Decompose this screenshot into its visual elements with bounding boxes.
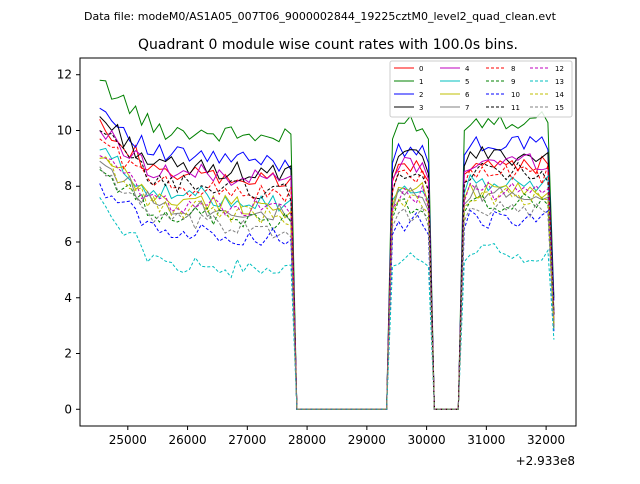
y-tick-label-4: 8: [64, 179, 72, 193]
series-line-14: [99, 156, 555, 410]
legend-label-7: 7: [465, 104, 469, 112]
series-line-7: [99, 160, 555, 410]
series-line-3: [99, 116, 555, 410]
x-tick-label-2: 27000: [228, 433, 266, 447]
plot-area: [80, 58, 576, 426]
legend-label-0: 0: [419, 65, 423, 73]
legend-label-1: 1: [419, 78, 423, 86]
x-tick-label-4: 29000: [348, 433, 386, 447]
series-line-9: [99, 169, 555, 410]
legend-label-6: 6: [465, 91, 470, 99]
legend-label-15: 15: [555, 104, 564, 112]
chart-title: Quadrant 0 module wise count rates with …: [138, 37, 518, 53]
y-tick-label-6: 12: [57, 68, 72, 82]
legend-label-9: 9: [511, 78, 515, 86]
x-tick-label-5: 30000: [408, 433, 446, 447]
legend-label-12: 12: [555, 65, 564, 73]
legend-label-11: 11: [511, 104, 520, 112]
legend-label-10: 10: [511, 91, 520, 99]
series-line-4: [99, 129, 555, 410]
series-line-10: [99, 183, 555, 410]
series-line-12: [99, 155, 555, 410]
series-line-13: [99, 197, 555, 410]
y-tick-label-1: 2: [64, 347, 72, 361]
y-tick-label-0: 0: [64, 402, 72, 416]
series-layer: [99, 79, 555, 410]
x-tick-label-3: 28000: [288, 433, 326, 447]
figure-suptitle: Data file: modeM0/AS1A05_007T06_90000028…: [84, 10, 557, 23]
x-tick-label-1: 26000: [168, 433, 206, 447]
x-tick-label-7: 32000: [527, 433, 565, 447]
legend-label-8: 8: [511, 65, 515, 73]
x-tick-label-6: 31000: [467, 433, 505, 447]
axis-ticks: 25000 26000 27000 28000 29000 30000 31000 32000…: [57, 68, 565, 447]
legend-label-14: 14: [555, 91, 564, 99]
x-tick-label-0: 25000: [109, 433, 147, 447]
y-tick-label-5: 10: [57, 123, 72, 137]
series-line-6: [99, 157, 555, 410]
series-line-1: [99, 79, 555, 410]
legend-label-5: 5: [465, 78, 469, 86]
legend-label-13: 13: [555, 78, 564, 86]
legend-label-4: 4: [465, 65, 470, 73]
plot-frame: [79, 57, 577, 427]
series-line-8: [99, 138, 555, 410]
y-tick-label-3: 6: [64, 235, 72, 249]
legend-label-2: 2: [419, 91, 423, 99]
series-line-11: [99, 130, 555, 410]
legend-frame: [389, 60, 573, 118]
y-tick-label-2: 4: [64, 291, 72, 305]
x-offset-label: +2.933e8: [516, 454, 575, 468]
series-line-0: [99, 119, 555, 410]
series-line-2: [99, 107, 555, 410]
legend-label-3: 3: [419, 104, 423, 112]
